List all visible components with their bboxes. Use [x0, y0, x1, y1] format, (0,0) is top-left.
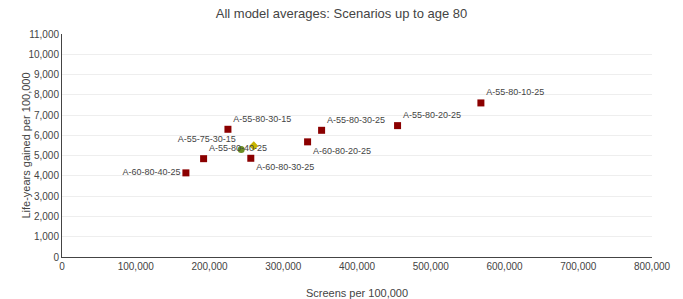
svg-text:2,000: 2,000: [34, 211, 59, 222]
svg-text:400,000: 400,000: [339, 261, 376, 272]
svg-text:A-60-80-20-25: A-60-80-20-25: [313, 146, 371, 156]
svg-text:A-55-80-10-25: A-55-80-10-25: [486, 87, 544, 97]
svg-text:A-55-80-40-25: A-55-80-40-25: [209, 143, 267, 153]
svg-text:4,000: 4,000: [34, 170, 59, 181]
svg-text:3,000: 3,000: [34, 191, 59, 202]
svg-text:11,000: 11,000: [29, 29, 59, 40]
svg-text:5,000: 5,000: [34, 150, 59, 161]
svg-text:10,000: 10,000: [28, 49, 59, 60]
svg-text:0: 0: [59, 261, 65, 272]
svg-text:A-55-75-30-15: A-55-75-30-15: [178, 134, 236, 144]
svg-text:800,000: 800,000: [634, 261, 671, 272]
svg-text:A-60-80-40-25: A-60-80-40-25: [122, 167, 180, 177]
svg-text:All model averages: Scenarios: All model averages: Scenarios up to age …: [216, 6, 468, 21]
svg-text:0: 0: [53, 252, 59, 263]
svg-text:8,000: 8,000: [34, 89, 59, 100]
svg-text:100,000: 100,000: [118, 261, 155, 272]
svg-text:6,000: 6,000: [34, 130, 59, 141]
svg-text:300,000: 300,000: [265, 261, 302, 272]
svg-text:500,000: 500,000: [413, 261, 450, 272]
svg-text:Screens per 100,000: Screens per 100,000: [306, 287, 408, 299]
svg-text:200,000: 200,000: [191, 261, 228, 272]
svg-text:A-55-80-30-15: A-55-80-30-15: [233, 114, 291, 124]
svg-text:Life-years gained per 100,000: Life-years gained per 100,000: [20, 72, 32, 218]
svg-text:600,000: 600,000: [486, 261, 523, 272]
svg-text:1,000: 1,000: [34, 231, 59, 242]
svg-text:700,000: 700,000: [560, 261, 597, 272]
svg-text:A-55-80-30-25: A-55-80-30-25: [327, 115, 385, 125]
svg-text:A-60-80-30-25: A-60-80-30-25: [256, 162, 314, 172]
svg-text:9,000: 9,000: [34, 69, 59, 80]
svg-text:A-55-80-20-25: A-55-80-20-25: [403, 110, 461, 120]
svg-text:7,000: 7,000: [34, 110, 59, 121]
